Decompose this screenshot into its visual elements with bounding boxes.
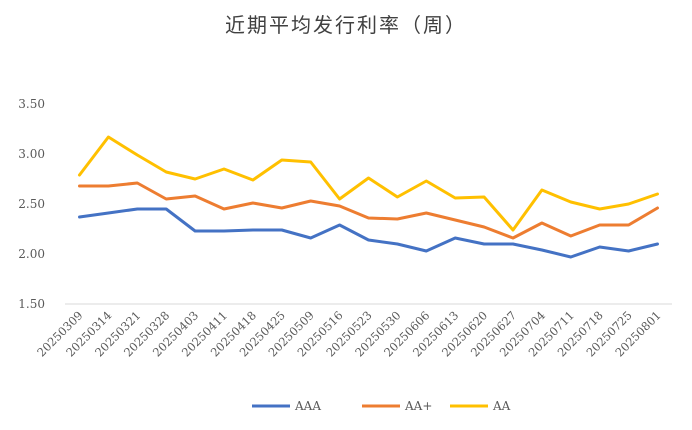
series-line-aa-plus [78,181,659,240]
series-line-aa [78,135,659,232]
legend: AAA AA+ AA [252,399,511,413]
y-tick-label: 2.50 [18,197,45,211]
y-tick-label: 3.00 [18,147,45,161]
x-axis: 2025030920250314202503212025032820250403… [34,303,672,360]
y-axis: 1.50 2.00 2.50 3.00 3.50 [18,97,45,311]
legend-label: AA [492,399,511,413]
series-line-aaa [78,207,659,259]
y-tick-label: 3.50 [18,97,45,111]
y-tick-label: 1.50 [18,297,45,311]
y-tick-label: 2.00 [18,247,45,261]
chart-title: 近期平均发行利率（周） [225,13,467,37]
legend-label: AAA [294,399,321,413]
legend-label: AA+ [404,399,432,413]
series-group [78,135,659,259]
